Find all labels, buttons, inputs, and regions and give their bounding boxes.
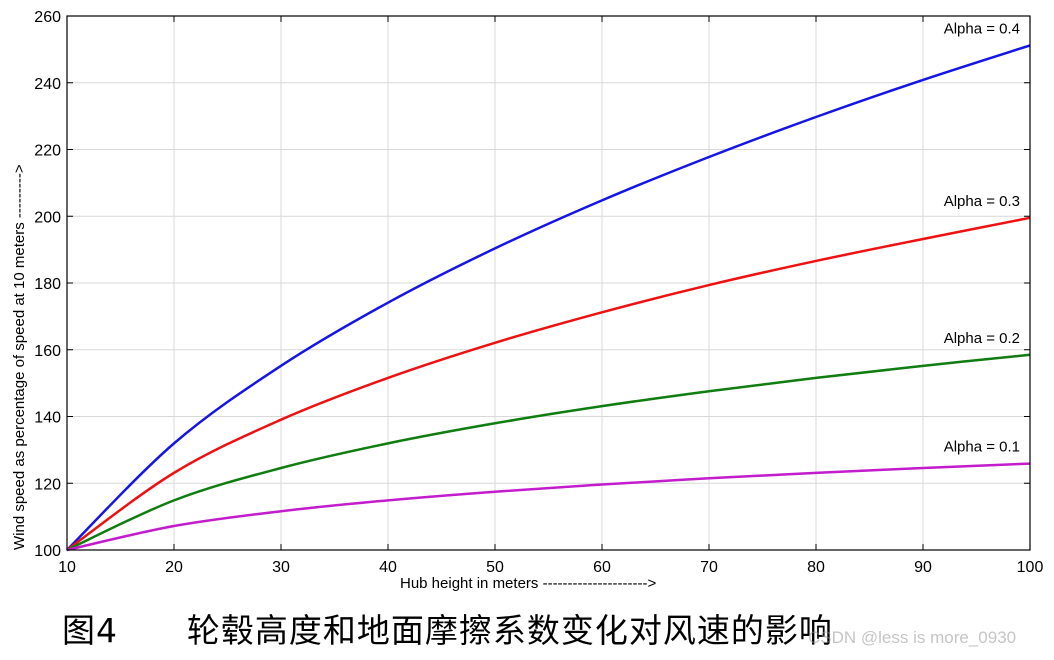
y-tick-label: 220 <box>34 143 61 160</box>
label-layer: Alpha = 0.4 Alpha = 0.3 Alpha = 0.2 Alpha =… <box>944 20 1020 455</box>
series-line-2 <box>66 216 1031 552</box>
series-line-1 <box>66 44 1031 551</box>
series-label-1: Alpha = 0.4 <box>944 20 1020 37</box>
x-tick-label: 70 <box>700 559 718 576</box>
x-tick-label: 50 <box>486 559 504 576</box>
y-tick-label: 140 <box>34 410 61 427</box>
series-line-4 <box>66 462 1031 552</box>
grid-layer <box>67 16 1030 550</box>
series-layer <box>66 44 1031 552</box>
x-tick-label: 40 <box>379 559 397 576</box>
series-label-2: Alpha = 0.3 <box>944 193 1020 210</box>
y-tick-label: 160 <box>34 343 61 360</box>
line-chart: 10 20 30 40 50 60 70 80 90 100 100 120 140 160 180 200 2… <box>11 9 1043 592</box>
y-tick-label: 100 <box>34 543 61 560</box>
series-label-4: Alpha = 0.1 <box>944 439 1020 456</box>
x-tick-label: 30 <box>272 559 290 576</box>
y-tick-label: 260 <box>34 9 61 26</box>
series-label-3: Alpha = 0.2 <box>944 330 1020 347</box>
y-tick-label: 200 <box>34 209 61 226</box>
tick-layer: 10 20 30 40 50 60 70 80 90 100 100 120 140 160 180 200 2… <box>34 9 1043 576</box>
x-tick-label: 10 <box>58 559 76 576</box>
x-tick-label: 100 <box>1017 559 1044 576</box>
x-tick-label: 60 <box>593 559 611 576</box>
figure-caption: 图4 轮毂高度和地面摩擦系数变化对风速的影响 <box>62 611 833 650</box>
x-tick-label: 80 <box>807 559 825 576</box>
y-tick-label: 180 <box>34 276 61 293</box>
x-axis-label: Hub height in meters -------------------… <box>400 575 656 592</box>
series-line-3 <box>66 353 1031 552</box>
x-tick-label: 90 <box>914 559 932 576</box>
watermark: CSDN @less is more_0930 <box>808 628 1017 647</box>
y-tick-label: 240 <box>34 76 61 93</box>
x-tick-label: 20 <box>165 559 183 576</box>
y-tick-label: 120 <box>34 476 61 493</box>
y-axis-label: Wind speed as percentage of speed at 10 … <box>11 164 28 550</box>
